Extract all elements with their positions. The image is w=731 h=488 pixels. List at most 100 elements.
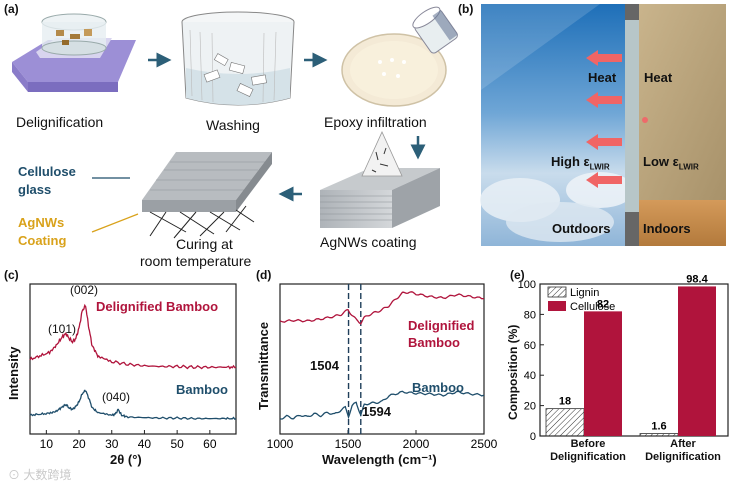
indoors-label: Indoors — [643, 221, 691, 236]
panel-label-b: (b) — [458, 2, 474, 16]
e-ytick-label: 40 — [524, 370, 536, 382]
e-bar-value-label: 98.4 — [686, 273, 708, 285]
panel-c-series — [29, 303, 237, 421]
c-xtick-label: 10 — [40, 437, 54, 451]
step-epoxy: Epoxy infiltration — [324, 114, 427, 130]
panel-e-yticks: 0 20 40 60 80 100 — [518, 279, 544, 443]
c-ylabel: Intensity — [6, 346, 21, 400]
panel-label-c: (c) — [4, 268, 19, 282]
cellulose-glass-label: Cellulose glass — [18, 163, 76, 199]
d-xtick-label: 2500 — [471, 437, 498, 451]
low-e-text: Low ε — [643, 154, 679, 169]
panel-e-axes — [539, 283, 729, 437]
high-emissivity-label: High εLWIR — [551, 154, 610, 172]
e-bar-lignin-1 — [639, 433, 679, 437]
c-series-line-1 — [29, 389, 237, 421]
e-category-after: After Delignification — [645, 438, 721, 463]
glass-pane — [625, 4, 639, 246]
panel-d-xticks: 1000 1500 2000 2500 — [267, 430, 498, 451]
c-xtick-label: 50 — [170, 437, 184, 451]
heat-indoor-label: Heat — [644, 70, 673, 85]
d-annot-1504: 1504 — [310, 358, 339, 373]
d-xtick-label: 1500 — [335, 437, 362, 451]
d-series-line-1 — [279, 390, 485, 420]
step-washing: Washing — [206, 117, 260, 133]
hotplate-illustration — [12, 13, 136, 92]
e-bar-value-label: 18 — [559, 396, 571, 408]
e-ytick-label: 0 — [530, 431, 536, 443]
agnws-callout-line — [91, 213, 139, 233]
c-annot-101: (101) — [48, 322, 77, 336]
d-xlabel: Wavelength (cm⁻¹) — [322, 452, 437, 467]
d-series-line-0 — [279, 291, 485, 325]
panel-label-d: (d) — [256, 268, 272, 282]
washing-beaker-illustration — [181, 11, 295, 106]
agnws-coating-illustration — [320, 131, 440, 228]
d-xtick-label: 1000 — [267, 437, 294, 451]
e-bar-value-label: 82 — [597, 298, 609, 310]
panel-d-markers — [347, 284, 362, 434]
e-bar-cellulose-0 — [584, 311, 622, 436]
watermark-text: 大数跨境 — [23, 468, 72, 482]
step-curing-line1: Curing at — [176, 236, 233, 252]
e-ytick-label: 20 — [524, 401, 536, 413]
c-xtick-label: 30 — [105, 437, 119, 451]
e-category-before: Before Delignification — [550, 438, 626, 463]
c-annot-002: (002) — [70, 283, 99, 297]
panel-a — [12, 6, 458, 239]
c-xtick-label: 60 — [203, 437, 217, 451]
step-curing-line2: room temperature — [140, 253, 252, 269]
e-ytick-label: 80 — [524, 309, 536, 321]
step-delignification: Delignification — [16, 114, 104, 130]
legend-cellulose-swatch — [548, 301, 566, 311]
e-bar-cellulose-1 — [678, 286, 716, 436]
legend-lignin-swatch — [547, 286, 567, 298]
cured-glass-illustration — [142, 152, 272, 239]
e-bar-value-label: 1.6 — [651, 421, 666, 433]
e-bar-lignin-0 — [545, 408, 585, 437]
c-xtick-label: 20 — [72, 437, 86, 451]
panel-d-axes — [279, 283, 485, 435]
d-series-label-bamboo: Bamboo — [412, 380, 464, 395]
outdoors-label: Outdoors — [552, 221, 611, 236]
d-ylabel: Transmittance — [256, 321, 271, 410]
legend-cellulose-label: Cellulose — [570, 301, 615, 313]
c-xlabel: 2θ (°) — [110, 452, 142, 467]
step-agnws: AgNWs coating — [320, 234, 417, 250]
c-series-label-delignified: Delignified Bamboo — [96, 299, 219, 314]
e-ytick-label: 60 — [524, 340, 536, 352]
heat-arrows-icon — [586, 50, 648, 188]
high-e-text: High ε — [551, 154, 590, 169]
agnws-coating-label: AgNWs Coating — [18, 214, 66, 250]
process-arrows — [148, 52, 426, 202]
d-annot-1594: 1594 — [362, 404, 391, 419]
e-ytick-label: 100 — [518, 279, 536, 291]
watermark: ⊙ 大数跨境 — [8, 468, 72, 482]
panel-b — [480, 4, 726, 246]
panel-label-a: (a) — [4, 2, 19, 16]
heat-outdoor-label: Heat — [588, 70, 617, 85]
panel-e-bars: 18 82 1.6 98.4 — [545, 273, 716, 437]
agnws-label-line2: Coating — [18, 233, 67, 248]
panel-label-e: (e) — [510, 268, 525, 282]
c-series-label-bamboo: Bamboo — [176, 382, 228, 397]
cellulose-label-line2: glass — [18, 182, 52, 197]
d-xtick-label: 2000 — [403, 437, 430, 451]
indoor-wall — [639, 4, 726, 200]
epoxy-dish-illustration — [341, 6, 458, 107]
d-series-label-delignified-2: Bamboo — [408, 335, 460, 350]
c-annot-040: (040) — [102, 390, 131, 404]
e-ylabel: Composition (%) — [506, 324, 520, 420]
low-emissivity-label: Low εLWIR — [643, 154, 699, 172]
cellulose-label-line1: Cellulose — [18, 164, 76, 179]
agnws-label-line1: AgNWs — [18, 215, 65, 230]
legend-lignin-label: Lignin — [570, 287, 599, 299]
panel-d-series — [279, 291, 485, 420]
panel-e-legend: Lignin Cellulose — [547, 286, 615, 313]
indoor-floor — [639, 200, 726, 246]
high-e-sub: LWIR — [589, 162, 610, 172]
c-xtick-label: 40 — [138, 437, 152, 451]
low-e-sub: LWIR — [678, 162, 699, 172]
c-series-line-0 — [29, 303, 237, 370]
